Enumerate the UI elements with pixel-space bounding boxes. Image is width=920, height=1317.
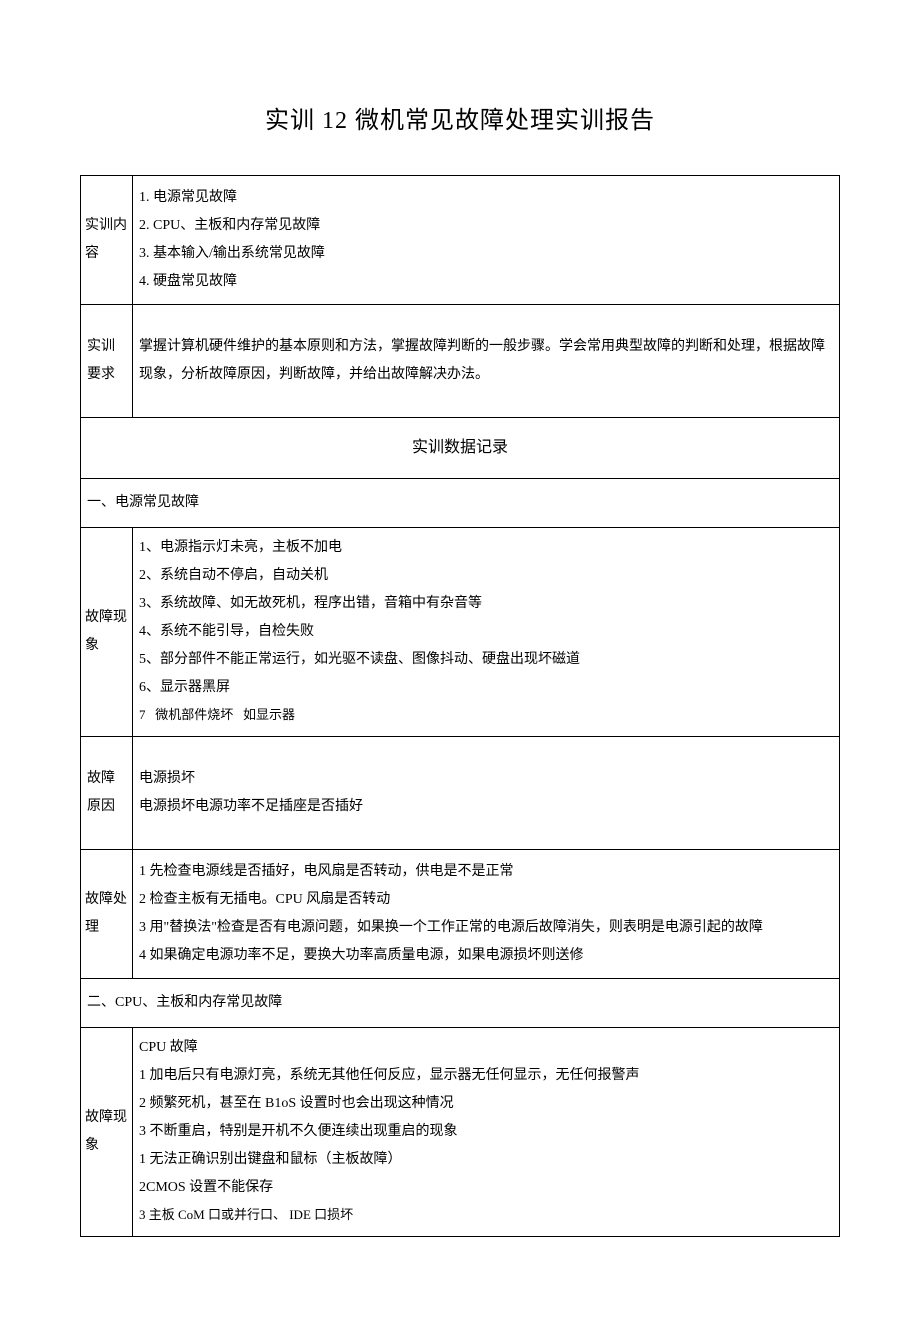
cell-training-content: 1. 电源常见故障 2. CPU、主板和内存常见故障 3. 基本输入/输出系统常… bbox=[133, 176, 840, 305]
symptom2-line: 1 加电后只有电源灯亮，系统无其他任何反应，显示器无任何显示，无任何报警声 bbox=[139, 1062, 833, 1090]
symptom2-line: 1 无法正确识别出键盘和鼠标（主板故障） bbox=[139, 1146, 833, 1174]
cell-sec2-symptoms: CPU 故障 1 加电后只有电源灯亮，系统无其他任何反应，显示器无任何显示，无任… bbox=[133, 1028, 840, 1237]
symptom2-line: 2CMOS 设置不能保存 bbox=[139, 1174, 833, 1202]
row-content: 实训内容 1. 电源常见故障 2. CPU、主板和内存常见故障 3. 基本输入/… bbox=[81, 176, 840, 305]
cell-sec1-cause: 电源损坏 电源损坏电源功率不足插座是否插好 bbox=[133, 737, 840, 850]
row-section2-heading: 二、CPU、主板和内存常见故障 bbox=[81, 979, 840, 1028]
cell-sec1-symptoms: 1、电源指示灯未亮，主板不加电 2、系统自动不停启，自动关机 3、系统故障、如无… bbox=[133, 528, 840, 737]
cause-line: 电源损坏电源功率不足插座是否插好 bbox=[139, 793, 833, 821]
label-sec1-symptoms: 故障现象 bbox=[81, 528, 133, 737]
label-sec1-handling: 故障处理 bbox=[81, 850, 133, 979]
symptom-line: 2、系统自动不停启，自动关机 bbox=[139, 562, 833, 590]
cell-sec1-handling: 1 先检查电源线是否插好，电风扇是否转动，供电是不是正常 2 检查主板有无插电。… bbox=[133, 850, 840, 979]
cell-training-req: 掌握计算机硬件维护的基本原则和方法，掌握故障判断的一般步骤。学会常用典型故障的判… bbox=[133, 305, 840, 418]
content-line: 1. 电源常见故障 bbox=[139, 184, 833, 212]
cause-line: 电源损坏 bbox=[139, 765, 833, 793]
symptom2-line: CPU 故障 bbox=[139, 1034, 833, 1062]
content-line: 2. CPU、主板和内存常见故障 bbox=[139, 212, 833, 240]
row-sec1-symptoms: 故障现象 1、电源指示灯未亮，主板不加电 2、系统自动不停启，自动关机 3、系统… bbox=[81, 528, 840, 737]
page-title: 实训 12 微机常见故障处理实训报告 bbox=[80, 100, 840, 135]
symptom-line: 4、系统不能引导，自检失败 bbox=[139, 618, 833, 646]
label-training-req: 实训要求 bbox=[81, 305, 133, 418]
section1-heading: 一、电源常见故障 bbox=[81, 479, 840, 528]
symptom2-line-cut: 3 主板 CoM 口或并行口、 IDE 口损坏 bbox=[139, 1202, 833, 1228]
symptom2-line: 3 不断重启，特别是开机不久便连续出现重启的现象 bbox=[139, 1118, 833, 1146]
handling-line: 1 先检查电源线是否插好，电风扇是否转动，供电是不是正常 bbox=[139, 858, 833, 886]
report-table: 实训内容 1. 电源常见故障 2. CPU、主板和内存常见故障 3. 基本输入/… bbox=[80, 175, 840, 1237]
handling-line: 3 用"替换法"检查是否有电源问题，如果换一个工作正常的电源后故障消失，则表明是… bbox=[139, 914, 833, 942]
label-sec2-symptoms: 故障现象 bbox=[81, 1028, 133, 1237]
symptom-line: 5、部分部件不能正常运行，如光驱不读盘、图像抖动、硬盘出现坏磁道 bbox=[139, 646, 833, 674]
symptom-line: 3、系统故障、如无故死机，程序出错，音箱中有杂音等 bbox=[139, 590, 833, 618]
label-training-content: 实训内容 bbox=[81, 176, 133, 305]
row-sec2-symptoms: 故障现象 CPU 故障 1 加电后只有电源灯亮，系统无其他任何反应，显示器无任何… bbox=[81, 1028, 840, 1237]
symptom-line: 6、显示器黑屏 bbox=[139, 674, 833, 702]
row-requirements: 实训要求 掌握计算机硬件维护的基本原则和方法，掌握故障判断的一般步骤。学会常用典… bbox=[81, 305, 840, 418]
label-sec1-cause: 故障原因 bbox=[81, 737, 133, 850]
handling-line: 4 如果确定电源功率不足，要换大功率高质量电源，如果电源损坏则送修 bbox=[139, 942, 833, 970]
row-sec1-handling: 故障处理 1 先检查电源线是否插好，电风扇是否转动，供电是不是正常 2 检查主板… bbox=[81, 850, 840, 979]
row-record-header: 实训数据记录 bbox=[81, 418, 840, 479]
section2-heading: 二、CPU、主板和内存常见故障 bbox=[81, 979, 840, 1028]
handling-line: 2 检查主板有无插电。CPU 风扇是否转动 bbox=[139, 886, 833, 914]
content-line: 3. 基本输入/输出系统常见故障 bbox=[139, 240, 833, 268]
document-page: 实训 12 微机常见故障处理实训报告 实训内容 1. 电源常见故障 2. CPU… bbox=[80, 100, 840, 1237]
symptom-line-cut: 7 微机部件烧坏 如显示器 bbox=[139, 702, 833, 728]
record-header: 实训数据记录 bbox=[81, 418, 840, 479]
row-sec1-cause: 故障原因 电源损坏 电源损坏电源功率不足插座是否插好 bbox=[81, 737, 840, 850]
symptom2-line: 2 频繁死机，甚至在 B1oS 设置时也会出现这种情况 bbox=[139, 1090, 833, 1118]
symptom-line: 1、电源指示灯未亮，主板不加电 bbox=[139, 534, 833, 562]
content-line: 4. 硬盘常见故障 bbox=[139, 268, 833, 296]
row-section1-heading: 一、电源常见故障 bbox=[81, 479, 840, 528]
